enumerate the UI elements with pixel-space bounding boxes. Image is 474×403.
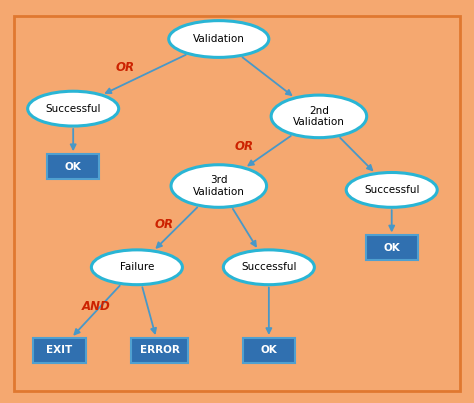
FancyBboxPatch shape xyxy=(47,154,100,179)
Text: 2nd
Validation: 2nd Validation xyxy=(293,106,345,127)
Text: ERROR: ERROR xyxy=(140,345,180,355)
Text: Failure: Failure xyxy=(120,262,154,272)
Text: 3rd
Validation: 3rd Validation xyxy=(193,175,245,197)
FancyBboxPatch shape xyxy=(131,338,188,363)
Ellipse shape xyxy=(169,21,269,57)
Text: Validation: Validation xyxy=(193,34,245,44)
Text: Successful: Successful xyxy=(364,185,419,195)
Ellipse shape xyxy=(271,95,367,138)
Ellipse shape xyxy=(171,165,266,207)
Text: OK: OK xyxy=(261,345,277,355)
Text: OR: OR xyxy=(234,140,253,153)
Text: OK: OK xyxy=(383,243,400,253)
Text: OK: OK xyxy=(65,162,82,172)
Text: EXIT: EXIT xyxy=(46,345,73,355)
Ellipse shape xyxy=(223,250,314,285)
Text: Successful: Successful xyxy=(241,262,297,272)
Ellipse shape xyxy=(91,250,182,285)
Text: Successful: Successful xyxy=(46,104,101,114)
Text: OR: OR xyxy=(155,218,173,231)
FancyBboxPatch shape xyxy=(243,338,295,363)
Text: OR: OR xyxy=(116,61,135,74)
FancyBboxPatch shape xyxy=(33,338,86,363)
Ellipse shape xyxy=(346,172,437,207)
Text: AND: AND xyxy=(82,300,110,313)
Ellipse shape xyxy=(27,91,118,126)
FancyBboxPatch shape xyxy=(365,235,418,260)
